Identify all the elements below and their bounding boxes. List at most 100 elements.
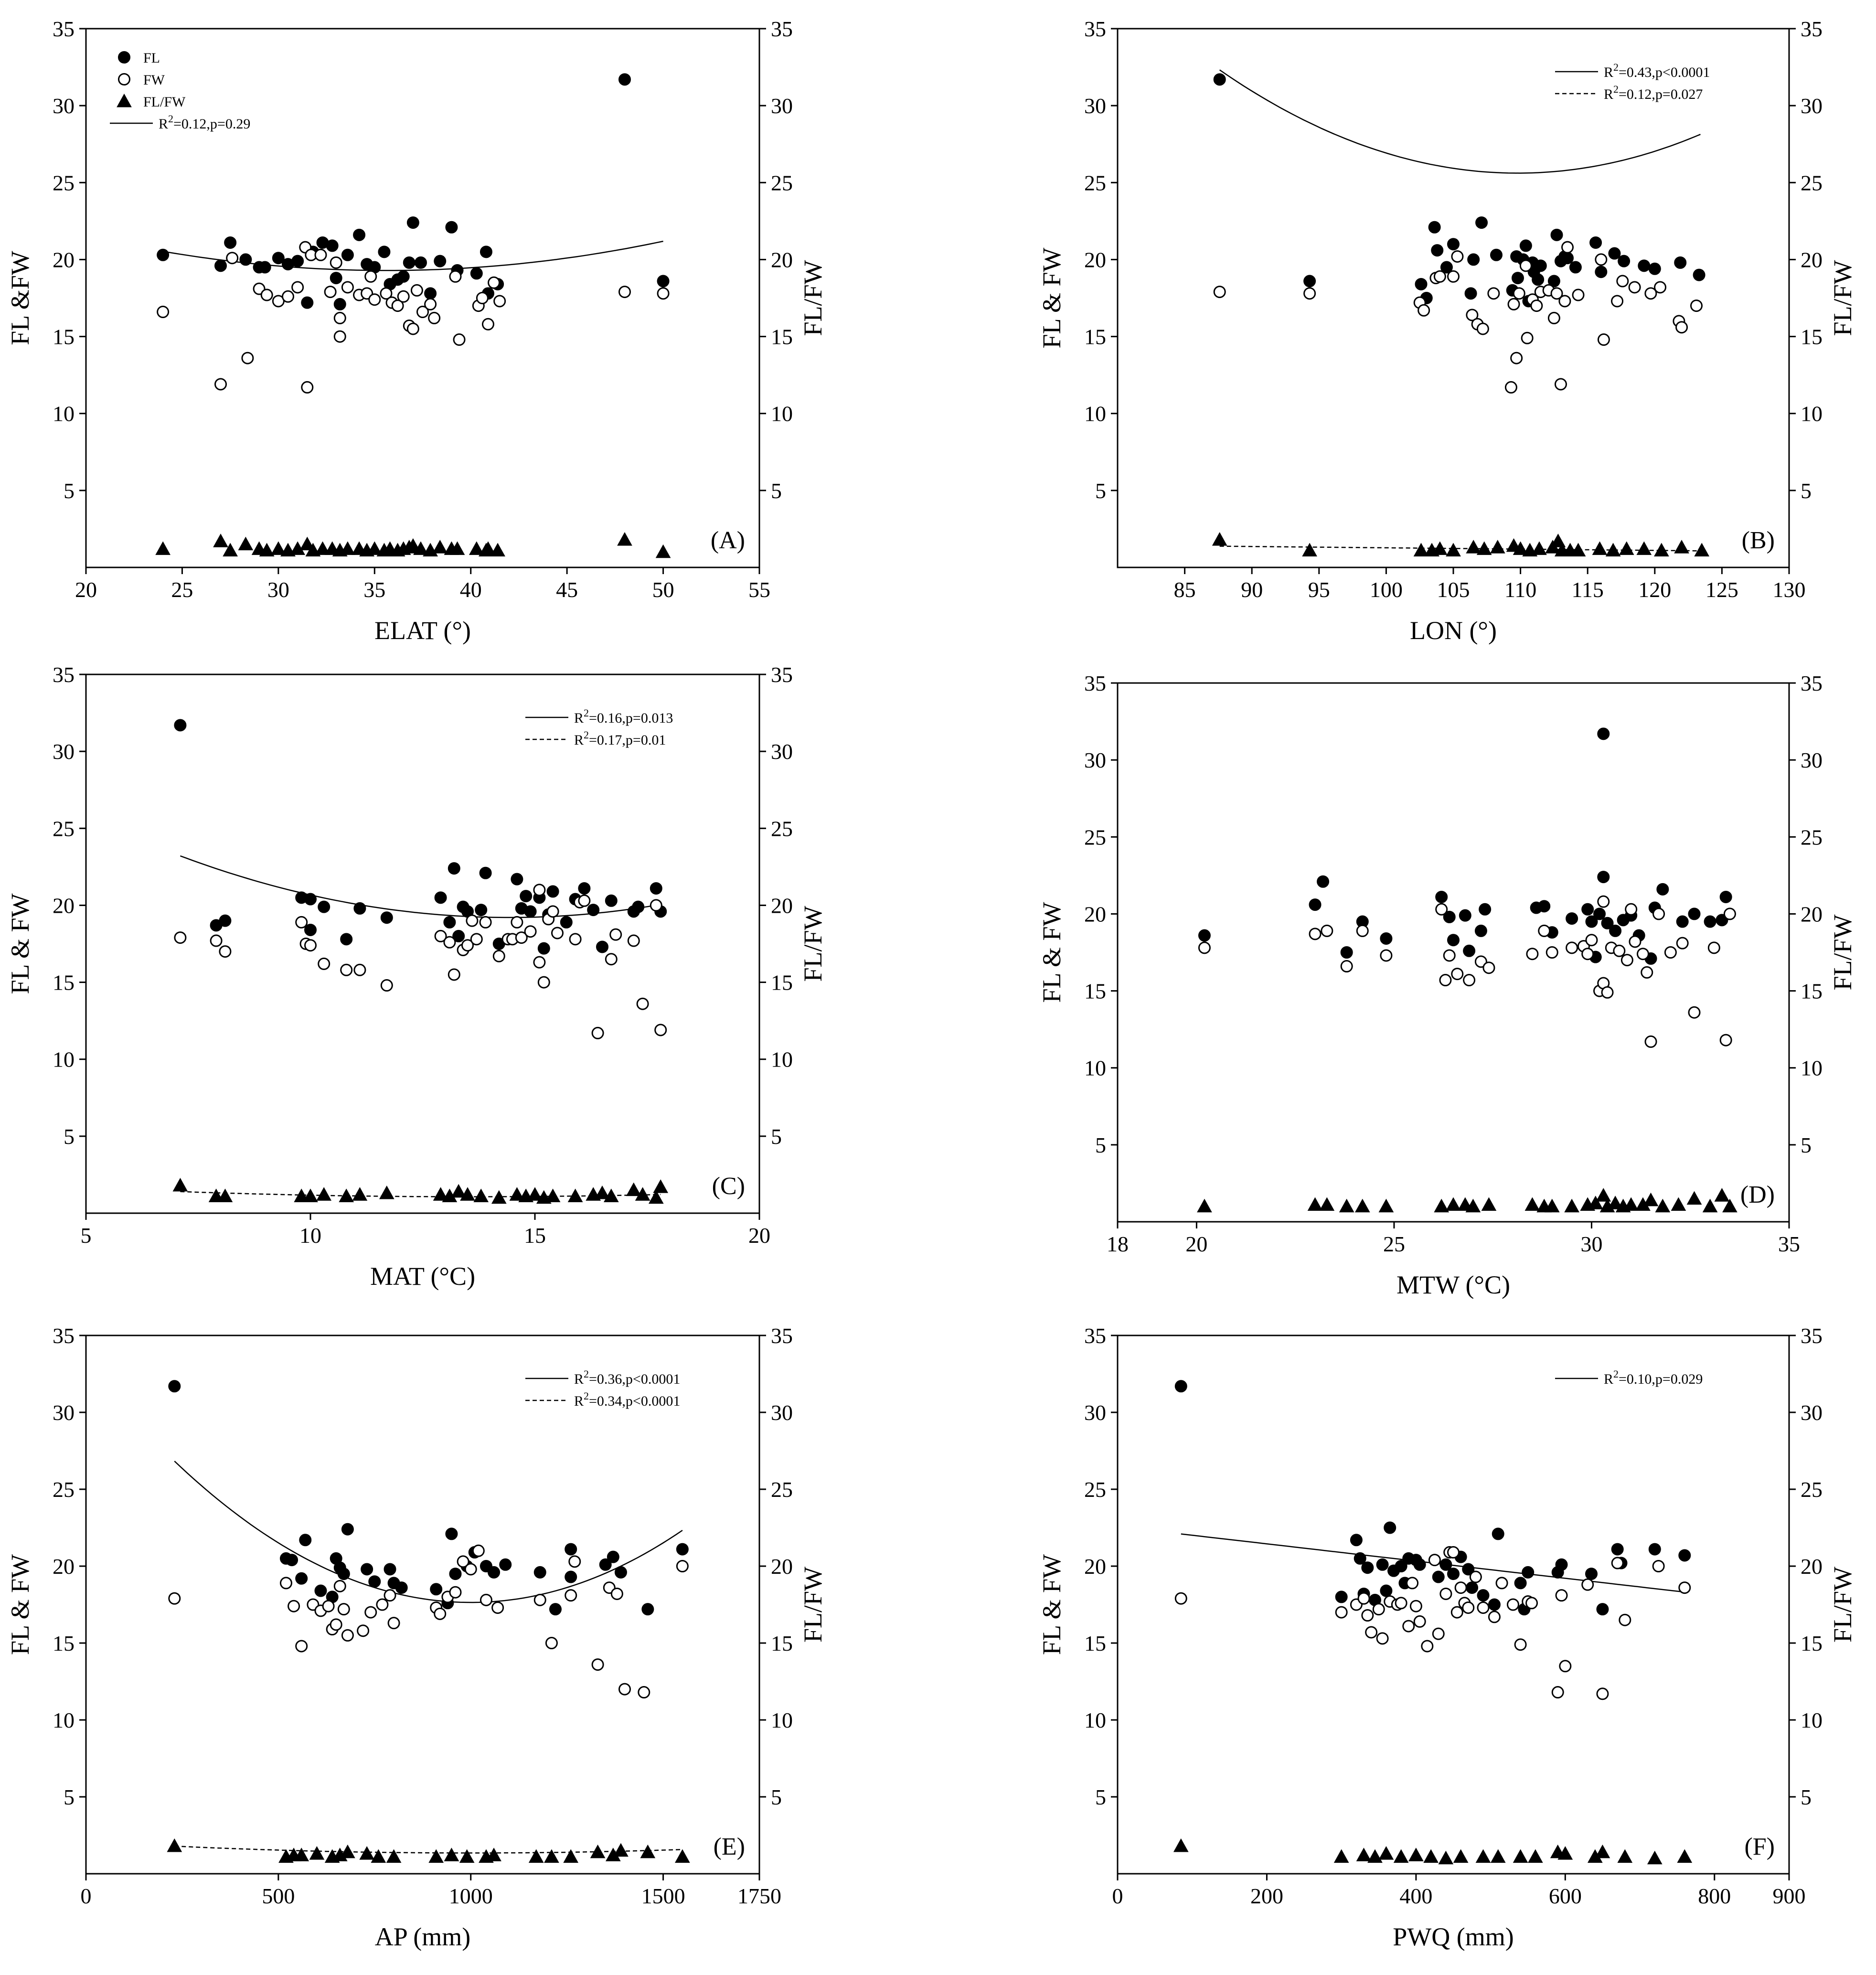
- x-tick-label: 15: [524, 1223, 546, 1248]
- fw-point: [1636, 948, 1649, 961]
- fl-fw-ratio-point: [1677, 1849, 1693, 1863]
- fw-point: [464, 1563, 477, 1576]
- fl-point: [1464, 287, 1477, 300]
- fl-point: [333, 298, 346, 310]
- fl-fw-ratio-point: [1413, 543, 1429, 557]
- x-tick-label: 100: [1370, 577, 1403, 602]
- y-tick-label-left: 15: [53, 325, 75, 349]
- fw-point: [1555, 1589, 1568, 1602]
- plot-frame: [1117, 1334, 1790, 1875]
- plot-frame: [85, 673, 760, 1214]
- fw-point: [636, 997, 649, 1010]
- fl-fw-ratio-point: [1564, 1198, 1579, 1213]
- x-tick-label: 600: [1549, 1884, 1582, 1908]
- fw-point: [1581, 948, 1594, 961]
- y-tick-label-left: 5: [1095, 1133, 1106, 1157]
- fl-point: [301, 296, 314, 309]
- fl-point: [272, 252, 285, 265]
- fl-fw-ratio-point: [309, 1846, 325, 1860]
- fl-point: [1704, 915, 1716, 928]
- fl-point: [605, 894, 618, 907]
- fl-point: [520, 890, 533, 903]
- fl-point: [614, 1566, 627, 1579]
- fw-point: [618, 286, 631, 299]
- fl-point: [1547, 275, 1560, 288]
- legend-label: R2=0.36,p<0.0001: [574, 1368, 680, 1387]
- fl-fw-ratio-point: [1524, 1197, 1540, 1211]
- fw-point: [533, 884, 546, 897]
- fw-point: [260, 288, 273, 301]
- fl-point: [1678, 1549, 1691, 1562]
- fl-point: [397, 270, 410, 283]
- fw-point: [1510, 352, 1523, 364]
- fw-point: [1418, 304, 1430, 317]
- fl-point: [596, 940, 608, 953]
- fl-point: [587, 904, 600, 917]
- fw-point: [157, 306, 170, 319]
- fw-point: [654, 1024, 667, 1036]
- x-tick-label: 35: [363, 577, 385, 602]
- fl-fw-ratio-point: [340, 541, 355, 555]
- fl-fw-ratio-point: [1513, 541, 1528, 555]
- fl-point: [239, 253, 252, 266]
- fw-point: [210, 934, 223, 947]
- fl-fw-ratio-point: [1333, 1849, 1349, 1863]
- fw-point: [479, 916, 492, 929]
- fw-point: [1585, 934, 1598, 947]
- fl-point: [1415, 278, 1428, 290]
- fl-fw-ratio-point: [1476, 541, 1492, 555]
- fl-fw-ratio-point: [303, 1188, 318, 1203]
- y-tick-label-right: 20: [1801, 247, 1823, 272]
- fl-point: [565, 1570, 577, 1583]
- fw-point: [279, 1577, 292, 1590]
- x-tick-label: 120: [1638, 577, 1671, 602]
- fl-fw-ratio-point: [1438, 1850, 1454, 1865]
- fl-fw-ratio-point: [433, 1187, 448, 1201]
- x-tick-label: 800: [1698, 1884, 1731, 1908]
- fw-point: [1652, 1560, 1665, 1572]
- y-tick-label-right: 35: [771, 1324, 793, 1348]
- y-tick-label-right: 30: [771, 739, 793, 764]
- fl-point: [1428, 221, 1441, 234]
- fw-point: [434, 1607, 447, 1620]
- x-tick-label: 130: [1773, 577, 1806, 602]
- fl-fw-ratio-point: [1378, 1846, 1394, 1860]
- fl-point: [434, 255, 447, 267]
- fl-point: [1589, 236, 1602, 249]
- chart-panel-f: 0 200 400 600 800 900 5 5 10 10 15 15 20 20 25 25 30 30 35…: [1037, 1324, 1857, 1951]
- fl-point: [1585, 915, 1598, 928]
- fw-point: [1690, 299, 1703, 312]
- fl-fw-ratio-point: [675, 1849, 690, 1863]
- fl-point: [1618, 255, 1631, 267]
- fl-point: [1519, 239, 1532, 252]
- y-tick-label-left: 10: [53, 402, 75, 426]
- y-tick-label-right: 25: [771, 171, 793, 195]
- fl-point: [1459, 909, 1471, 922]
- fl-fw-ratio-point: [217, 1188, 233, 1203]
- y-tick-label-left: 25: [53, 171, 75, 195]
- fw-point: [448, 968, 460, 981]
- fl-point: [361, 1563, 373, 1576]
- x-tick-label: 25: [1383, 1232, 1405, 1256]
- fl-fw-ratio-point: [603, 1188, 619, 1203]
- fl-point: [1413, 1558, 1426, 1571]
- y-axis-title-left: FL & FW: [6, 1554, 34, 1655]
- fw-point: [1380, 949, 1393, 962]
- x-tick-label: 900: [1773, 1884, 1806, 1908]
- fl-point: [1474, 924, 1487, 937]
- fl-point: [314, 1584, 327, 1597]
- fl-fw-ratio-point: [155, 541, 171, 555]
- fl-point: [1447, 1568, 1460, 1580]
- legend-label: FW: [143, 72, 165, 88]
- legend-marker-fw: [118, 73, 130, 85]
- fw-point: [219, 945, 232, 958]
- fw-point: [1719, 1034, 1732, 1046]
- y-tick-label-right: 5: [1801, 1133, 1812, 1157]
- fl-fw-ratio-point: [1408, 1847, 1424, 1861]
- fl-fw-ratio-point: [1595, 1844, 1610, 1858]
- fl-point: [1719, 890, 1732, 903]
- fw-point: [493, 295, 506, 308]
- fl-point: [430, 1583, 443, 1596]
- fw-point: [1613, 944, 1626, 957]
- fl-fw-ratio-point: [544, 1849, 559, 1863]
